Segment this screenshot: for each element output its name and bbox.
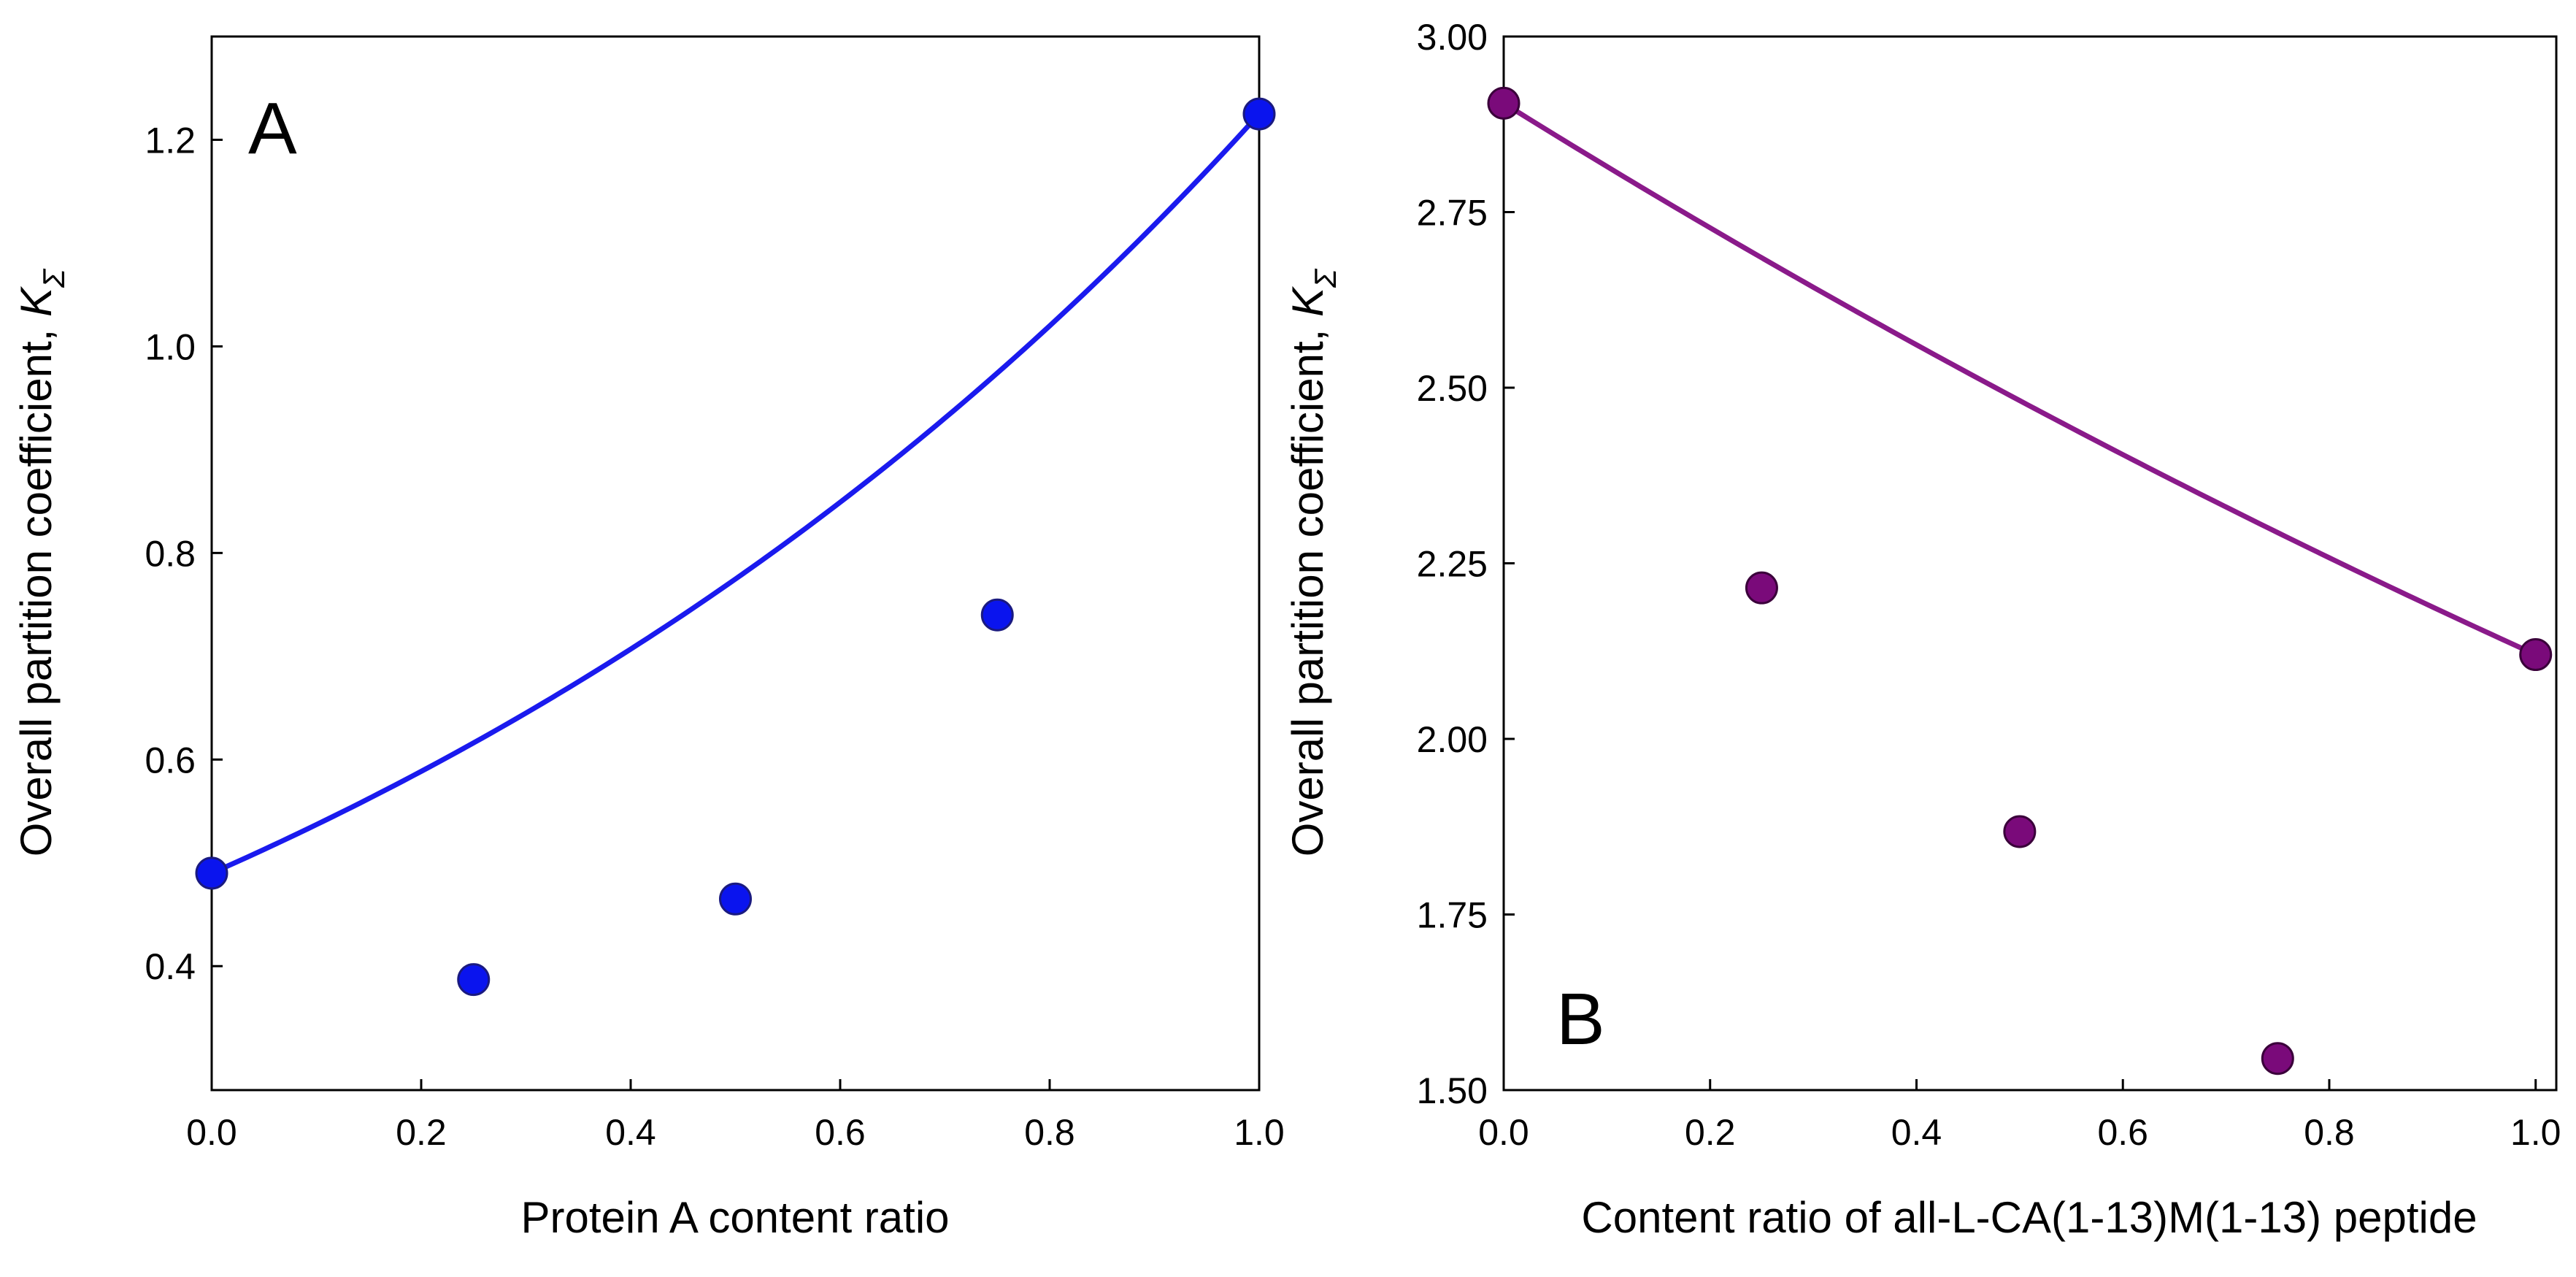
panel-a-x-tick-label: 0.8 (1024, 1112, 1075, 1153)
panel-a-data-point (195, 856, 228, 890)
panel-a-x-axis-title: Protein A content ratio (520, 1193, 949, 1242)
panel-b-data-point (2519, 638, 2553, 672)
panel-a-x-tick-label: 0.4 (605, 1112, 656, 1153)
panel-b-y-tick-label: 3.00 (1417, 17, 1488, 58)
panel-a-y-axis-title: Overall partition coefficient, KΣ (12, 268, 71, 856)
panel-a-data-point (980, 598, 1014, 632)
panel-b-y-tick-label: 1.50 (1417, 1070, 1488, 1111)
panel-a-x-tick-label: 0.6 (815, 1112, 866, 1153)
panel-b-y-tick-label: 2.25 (1417, 544, 1488, 585)
panel-b-x-tick-label: 0.8 (2304, 1112, 2355, 1153)
panel-a-y-tick-label: 0.8 (145, 533, 196, 574)
panel-b-plot-frame (1502, 35, 2558, 1092)
panel-b-data-point (1745, 571, 1778, 605)
panel-a-y-axis-title-symbol: K (12, 285, 61, 317)
panel-b-x-ticks: 0.0 0.2 0.4 0.6 0.8 1.0 (1478, 1079, 2561, 1153)
panel-b-x-tick-label: 1.0 (2510, 1112, 2561, 1153)
panel-a-y-ticks: 0.4 0.6 0.8 1.0 1.2 (145, 120, 223, 987)
panel-b-data-points (1487, 86, 2553, 1075)
panel-b-y-axis-title: Overall partition coefficient, KΣ (1283, 268, 1342, 856)
panel-b-x-tick-label: 0.4 (1891, 1112, 1942, 1153)
panel-a: 0.0 0.2 0.4 0.6 0.8 1.0 0.4 0.6 0.8 1.0 1.2 A Pro… (12, 35, 1285, 1242)
panel-a-y-tick-label: 0.6 (145, 740, 196, 781)
panel-b-label: B (1556, 978, 1605, 1060)
panel-a-data-point (719, 882, 752, 916)
panel-a-x-tick-label: 1.0 (1234, 1112, 1285, 1153)
panel-a-plot-frame (210, 35, 1261, 1092)
panel-b-data-point (1487, 86, 1520, 120)
panel-b-y-axis-title-main: Overall partition coefficient, (1283, 317, 1332, 856)
panel-a-label: A (248, 88, 297, 169)
panel-a-x-tick-label: 0.2 (396, 1112, 447, 1153)
panel-b: 0.0 0.2 0.4 0.6 0.8 1.0 1.50 1.75 2.00 2.25 2.50 2… (1283, 17, 2561, 1242)
panel-a-data-point (1242, 97, 1276, 131)
panel-b-y-tick-label: 2.75 (1417, 193, 1488, 234)
panel-b-x-axis-title: Content ratio of all-L-CA(1-13)M(1-13) p… (1581, 1193, 2477, 1242)
panel-b-x-tick-label: 0.2 (1685, 1112, 1736, 1153)
panel-b-y-axis-title-subscript: Σ (1308, 268, 1342, 288)
panel-b-data-point (2261, 1042, 2294, 1075)
panel-a-y-tick-label: 0.4 (145, 946, 196, 987)
panel-b-y-tick-label: 2.50 (1417, 368, 1488, 409)
panel-a-data-point (457, 963, 491, 997)
panel-b-x-tick-label: 0.0 (1478, 1112, 1529, 1153)
panel-b-data-point (2003, 815, 2037, 848)
panel-b-y-axis-title-symbol: K (1283, 285, 1332, 317)
panel-a-x-tick-label: 0.0 (186, 1112, 237, 1153)
panel-b-y-tick-label: 2.00 (1417, 719, 1488, 760)
panel-b-y-tick-label: 1.75 (1417, 895, 1488, 936)
panel-a-y-axis-title-subscript: Σ (36, 268, 71, 288)
panel-b-x-tick-label: 0.6 (2097, 1112, 2148, 1153)
panel-a-fit-curve (210, 112, 1261, 876)
panel-a-data-points (195, 97, 1276, 997)
panel-b-y-ticks: 1.50 1.75 2.00 2.25 2.50 2.75 3.00 (1417, 17, 1515, 1111)
panel-a-y-tick-label: 1.0 (145, 326, 196, 367)
panel-a-y-axis-title-main: Overall partition coefficient, (12, 317, 61, 856)
panel-a-x-ticks: 0.0 0.2 0.4 0.6 0.8 1.0 (186, 1079, 1285, 1153)
panel-b-fit-curve (1502, 101, 2537, 657)
panel-a-y-tick-label: 1.2 (145, 120, 196, 161)
